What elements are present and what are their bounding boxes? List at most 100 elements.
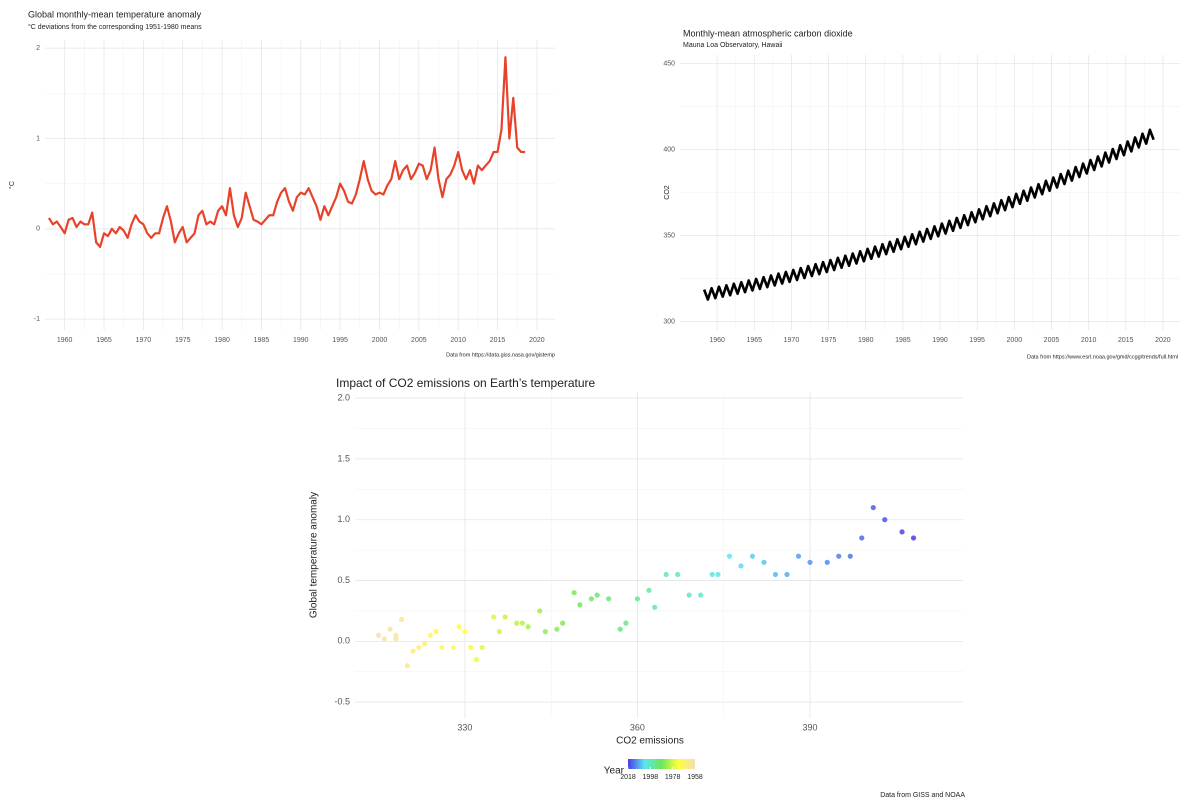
data-line bbox=[48, 56, 526, 248]
x-tick-label: 2015 bbox=[1118, 337, 1134, 344]
data-point bbox=[772, 571, 779, 578]
data-point bbox=[594, 592, 600, 598]
data-point bbox=[462, 629, 468, 635]
data-point bbox=[882, 517, 888, 523]
data-point bbox=[473, 657, 479, 663]
data-point bbox=[824, 559, 830, 565]
x-tick-label: 1975 bbox=[821, 337, 837, 344]
data-point bbox=[560, 620, 566, 626]
x-tick-label: 1965 bbox=[747, 337, 763, 344]
data-point bbox=[577, 602, 583, 608]
data-point bbox=[709, 571, 715, 578]
caption: Data from GISS and NOAA bbox=[880, 792, 965, 799]
data-point bbox=[910, 535, 917, 541]
x-tick-label: 1990 bbox=[932, 337, 948, 344]
data-point bbox=[410, 648, 416, 654]
data-point bbox=[381, 636, 387, 642]
x-tick-label: 360 bbox=[630, 722, 645, 732]
x-tick-label: 330 bbox=[457, 722, 472, 732]
x-tick-label: 1960 bbox=[709, 337, 725, 344]
data-point bbox=[899, 529, 905, 535]
x-tick-label: 2010 bbox=[1081, 337, 1097, 344]
data-point bbox=[606, 596, 612, 602]
data-point bbox=[502, 614, 508, 620]
y-tick-label: 300 bbox=[663, 318, 675, 325]
y-tick-label: 1 bbox=[36, 135, 40, 142]
x-tick-label: 2020 bbox=[529, 337, 545, 344]
data-point bbox=[450, 644, 456, 651]
data-point bbox=[847, 553, 853, 559]
data-point bbox=[663, 571, 669, 578]
y-tick-label: 2.0 bbox=[337, 392, 350, 402]
chart-panel: -0.5 0.0 0.5 1.0 1.5 2.0 330 360 390 Impact of CO… bbox=[309, 376, 966, 799]
x-tick-label: 2005 bbox=[411, 337, 427, 344]
y-tick-label: -1 bbox=[34, 316, 40, 323]
data-point bbox=[686, 592, 692, 598]
data-point bbox=[554, 626, 560, 632]
chart-title: Monthly-mean atmospheric carbon dioxide bbox=[683, 28, 853, 38]
x-tick-label: 2020 bbox=[1155, 337, 1171, 344]
data-point bbox=[491, 614, 497, 620]
y-tick-label: 0.0 bbox=[337, 636, 350, 646]
colorbar bbox=[628, 759, 695, 769]
x-tick-label: 2000 bbox=[372, 337, 388, 344]
x-axis-label: CO2 emissions bbox=[616, 736, 684, 747]
chart-subtitle: Mauna Loa Observatory, Hawaii bbox=[683, 42, 783, 49]
x-tick-label: 1985 bbox=[254, 337, 270, 344]
data-point bbox=[859, 535, 865, 541]
x-tick-label: 390 bbox=[802, 722, 817, 732]
data-point bbox=[726, 553, 733, 559]
x-tick-label: 1965 bbox=[96, 337, 112, 344]
data-point bbox=[456, 624, 462, 630]
x-tick-label: 2000 bbox=[1007, 337, 1023, 344]
data-point bbox=[646, 587, 652, 593]
data-point bbox=[514, 620, 520, 626]
x-tick-label: 1975 bbox=[175, 337, 191, 344]
x-tick-label: 1985 bbox=[895, 337, 911, 344]
y-tick-label: 0.5 bbox=[337, 575, 350, 585]
legend-tick-label: 1998 bbox=[643, 774, 659, 781]
data-point bbox=[479, 644, 485, 651]
x-tick-label: 1970 bbox=[784, 337, 800, 344]
legend-tick-label: 2018 bbox=[620, 774, 636, 781]
data-point bbox=[623, 620, 629, 626]
data-point bbox=[398, 616, 405, 623]
data-point bbox=[519, 620, 525, 626]
x-tick-label: 1960 bbox=[57, 337, 73, 344]
chart-title: Impact of CO2 emissions on Earth’s tempe… bbox=[336, 376, 596, 390]
data-point bbox=[542, 629, 548, 635]
y-axis-label: °C bbox=[8, 181, 16, 189]
y-tick-label: -0.5 bbox=[334, 697, 350, 707]
caption: Data from https://www.esrl.noaa.gov/gmd/… bbox=[1027, 354, 1178, 360]
y-tick-label: 400 bbox=[663, 146, 675, 153]
data-point bbox=[634, 596, 641, 602]
y-tick-label: 2 bbox=[36, 45, 40, 52]
data-point bbox=[375, 632, 382, 638]
data-point bbox=[652, 604, 658, 610]
data-point bbox=[836, 553, 842, 559]
data-point bbox=[738, 563, 744, 569]
x-tick-label: 2005 bbox=[1044, 337, 1060, 344]
x-tick-label: 1980 bbox=[858, 337, 874, 344]
data-point bbox=[427, 632, 433, 638]
y-axis-label: CO2 bbox=[664, 185, 671, 200]
legend-tick-label: 1978 bbox=[665, 774, 681, 781]
data-point bbox=[715, 571, 721, 578]
data-point bbox=[422, 641, 428, 647]
legend-tick-label: 1958 bbox=[687, 774, 703, 781]
data-point bbox=[617, 626, 623, 632]
data-point bbox=[784, 571, 790, 578]
data-point bbox=[393, 632, 399, 638]
data-point bbox=[795, 553, 802, 559]
y-tick-label: 450 bbox=[663, 60, 675, 67]
x-tick-label: 1995 bbox=[332, 337, 348, 344]
y-axis-label: Global temperature anomaly bbox=[309, 492, 320, 618]
y-tick-label: 1.5 bbox=[337, 453, 350, 463]
chart-subtitle: °C deviations from the corresponding 195… bbox=[28, 23, 202, 31]
data-point bbox=[387, 626, 393, 632]
data-point bbox=[675, 571, 681, 578]
data-point bbox=[537, 608, 543, 614]
data-point bbox=[404, 663, 410, 669]
data-point bbox=[468, 644, 474, 651]
